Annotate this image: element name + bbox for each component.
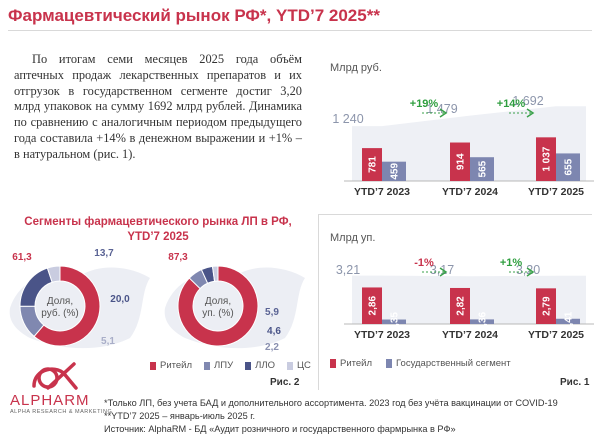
chart1-label-state: 655: [564, 158, 575, 175]
bars-legend-label: Ритейл: [340, 358, 373, 369]
chart1-total-label: 1 240: [332, 112, 363, 126]
donut2-slice-Ритейл: [177, 265, 259, 347]
bars-legend-item-0: Ритейл: [330, 358, 372, 369]
bars-legend-label: Государственный сегмент: [396, 358, 511, 369]
donut1-center-label: руб. (%): [41, 307, 78, 319]
chart1-label-retail: 781: [368, 156, 379, 173]
chart1-category-label: YTD’7 2023: [354, 186, 410, 198]
bars-legend: Ритейл Государственный сегмент: [330, 358, 511, 369]
donut2-value-label: 2,2: [265, 342, 279, 353]
footnote-source: Источник: AlphaRM - БД «Аудит розничного…: [104, 424, 456, 434]
chart1-growth-arrowhead: [526, 108, 535, 118]
chart1-category-label: YTD’7 2024: [442, 186, 498, 198]
chart2-bar-retail: [362, 287, 382, 324]
donut-legend-label: ЛЛО: [255, 360, 275, 371]
chart2-bar-state: [470, 319, 494, 324]
donut1-value-label: 20,0: [110, 294, 130, 305]
chart2-label-retail: 2,86: [368, 296, 379, 316]
donut-legend-label: Ритейл: [160, 360, 193, 371]
page-title: Фармацевтический рынок РФ*, YTD’7 2025**: [8, 6, 380, 25]
chart1-bar-state: [382, 161, 406, 181]
donut-legend-item-3: ЦС: [287, 360, 311, 371]
logo-name: ALPHARM: [10, 392, 90, 409]
chart1-growth-label: +14%: [497, 98, 526, 110]
donut2-value-label: 4,6: [267, 326, 281, 337]
donut-legend-item-0: Ритейл: [150, 360, 192, 371]
chart2-growth-label: +1%: [500, 257, 523, 269]
chart2-label-state: 0,35: [390, 312, 401, 332]
chart1-unit: Млрд руб.: [330, 62, 382, 74]
alpharm-logo-icon: [32, 362, 78, 390]
chart2-category-label: YTD’7 2025: [528, 329, 584, 341]
chart1-total-label: 1 692: [512, 94, 543, 108]
chart1-label-state: 459: [390, 163, 401, 180]
donut1-slice-ЦС: [46, 265, 61, 283]
chart2-bar-retail: [536, 288, 556, 324]
donut1-value-label: 61,3: [12, 252, 32, 263]
chart2-label-retail: 2,82: [456, 296, 467, 316]
donut1-slice-Ритейл: [33, 265, 101, 347]
donut2-center-label: уп. (%): [202, 308, 234, 319]
figure-2-label: Рис. 2: [270, 377, 300, 388]
column-divider: [318, 214, 319, 390]
chart2-growth-label: -1%: [414, 257, 434, 269]
chart2-bar-retail: [450, 287, 470, 324]
donut-legend-swatch: [150, 361, 156, 370]
chart2-unit: Млрд уп.: [330, 232, 376, 244]
donut-legend: Ритейл ЛПУ ЛЛО ЦС: [150, 360, 311, 371]
donut2-value-label: 5,9: [265, 307, 279, 318]
chart1-label-retail: 1 037: [542, 146, 553, 171]
donut-legend-item-2: ЛЛО: [245, 360, 275, 371]
donut-legend-label: ЛПУ: [214, 360, 234, 371]
chart2-label-state: 0,41: [564, 311, 575, 331]
chart2-category-label: YTD’7 2023: [354, 329, 410, 341]
donut-legend-swatch: [287, 361, 293, 370]
chart-divider: [318, 214, 592, 215]
footnote-2: **YTD’7 2025 – январь-июль 2025 г.: [104, 411, 256, 421]
donut-chart-rub: Доля,руб. (%) 61,3 13,7 20,0 5,1: [12, 248, 130, 347]
donut1-value-label: 13,7: [94, 248, 114, 259]
chart1-growth-arrowhead: [439, 108, 448, 118]
intro-paragraph: По итогам семи месяцев 2025 года объём а…: [14, 52, 302, 161]
chart1-bar-retail: [450, 142, 470, 181]
donut1-value-label: 5,1: [101, 336, 115, 347]
donut-chart-units: Доля,уп. (%) 87,3 5,9 4,6 2,2: [168, 252, 281, 353]
segments-title: Сегменты фармацевтического рынка ЛП в РФ…: [24, 216, 292, 243]
bars-legend-item-1: Государственный сегмент: [386, 358, 511, 369]
figure-1-label: Рис. 1: [560, 377, 590, 388]
chart2-total-label: 3,20: [516, 263, 540, 277]
donut2-value-label: 87,3: [168, 252, 188, 263]
chart2-bar-state: [382, 319, 406, 324]
chart1-bar-retail: [362, 148, 382, 181]
chart1-bar-state: [470, 157, 494, 181]
donut-legend-label: ЦС: [297, 360, 311, 371]
chart2-growth-arrowhead: [439, 267, 448, 277]
donut-legend-swatch: [245, 361, 252, 370]
logo-subtitle: ALPHA RESEARCH & MARKETING: [10, 409, 113, 415]
chart1-growth-label: +19%: [410, 98, 439, 110]
chart1-label-retail: 914: [456, 153, 467, 170]
donut2-center-label: Доля,: [205, 296, 231, 307]
chart2-bar-state: [556, 318, 580, 324]
donut-legend-item-1: ЛПУ: [204, 360, 233, 371]
donut1-center-label: Доля,: [47, 296, 73, 307]
chart2-label-state: 0,36: [478, 312, 489, 332]
chart2-label-retail: 2,79: [542, 296, 553, 316]
chart2-growth-arrowhead: [526, 267, 535, 277]
donut2-slice-ЦС: [211, 265, 219, 282]
chart1-bar-state: [556, 153, 580, 181]
bars-legend-swatch: [386, 359, 393, 368]
donut-legend-swatch: [204, 361, 211, 370]
chart2-total-label: 3,21: [336, 263, 360, 277]
chart1-bar-retail: [536, 137, 556, 181]
title-divider: [8, 30, 592, 31]
chart1-category-label: YTD’7 2025: [528, 186, 584, 198]
chart1-label-state: 565: [478, 160, 489, 177]
bars-legend-swatch: [330, 359, 336, 368]
footnote-1: *Только ЛП, без учета БАД и дополнительн…: [104, 398, 558, 408]
chart2-category-label: YTD’7 2024: [442, 329, 498, 341]
